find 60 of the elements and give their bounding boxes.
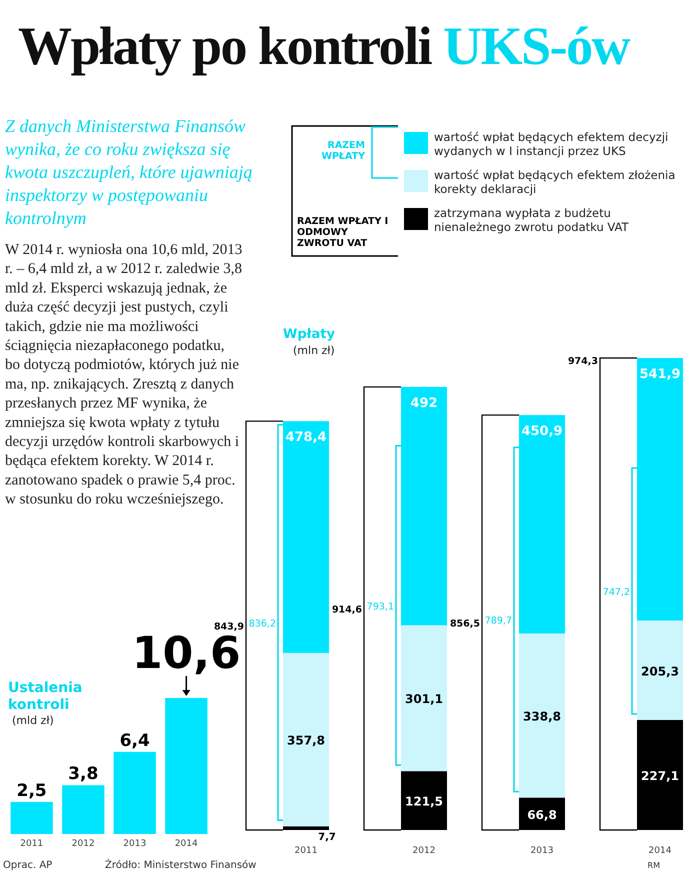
x-tick-label: 2014 [648,846,672,856]
annotation: 836,2 [248,618,276,630]
data-label: 357,8 [287,734,325,748]
text: RM [648,861,660,870]
bar [519,415,565,634]
bar [637,358,683,621]
annotation: 914,6 [332,604,362,616]
bar [62,785,104,834]
data-label: 478,4 [285,430,327,446]
data-label: 450,9 [521,424,563,440]
data-label: 7,7 [318,832,336,843]
text: W 2014 r. wyniosła ona 10,6 mld, 2013 r. – 6,4 mld zł, a w 2012 r. zaledwie 3,8 mld zł. Eksperci wskazują jednak, że duża część decyzji jest pustych, czyli takich, gdzie nie ma możliwości ściągnięcia niezapłaconego podatku, bo dotyczą podmiotów, których już nie ma, np. znikających. Zresztą z danych przesłanych przez MF wynika, że zmniejsza się kwota wpłaty z tytułu decyzji urzędów kontroli skarbowych i będąca efektem korekty. W 2014 r. zanotowano spadek o prawie 5,4 proc. w stosunku do roku wcześniejszego. [5,242,242,508]
data-label: 541,9 [639,367,681,382]
annotation: 793,1 [366,601,394,612]
bar [401,771,447,830]
bar [637,620,683,720]
text: (mld zł) [12,714,54,727]
annotation: 747,2 [602,587,630,598]
legend-label: wartość wpłat będących efektem decyzji wydanych w I instancji przez UKS [434,130,668,158]
bar [519,634,565,798]
data-label: 121,5 [405,794,443,809]
text: RAZEM WPŁATY [321,140,366,162]
x-tick-label: 2012 [412,846,436,856]
x-tick-label: 2011 [294,846,318,856]
chart-title: Wpłaty [283,327,336,342]
data-label: 338,8 [523,710,561,724]
bar [401,386,447,626]
annotation: 789,7 [484,616,512,627]
x-tick-label: 2013 [123,839,146,849]
x-tick-label: 2014 [174,839,198,849]
text: Wpłaty po kontroli UKS-ów [18,16,631,76]
data-label: 66,8 [527,808,557,822]
x-tick-label: 2011 [20,839,44,849]
annotation: 856,5 [450,618,480,630]
text: RAZEM WPŁATY I ODMOWY ZWROTU VAT [297,216,388,249]
bar [165,698,208,834]
bar [114,752,156,834]
legend-label: zatrzymana wypłata z budżetu nienależnego zwrotu podatku VAT [434,206,630,234]
data-label: 205,3 [641,664,679,678]
bar [283,826,329,830]
data-label: 2,5 [16,780,47,801]
bar [283,652,329,826]
bar [637,720,683,830]
annotation: 974,3 [568,356,598,367]
bar [10,802,53,834]
bar [283,421,329,653]
data-label: 227,1 [641,768,679,783]
text: Źródło: Ministerstwo Finansów [105,858,256,871]
x-tick-label: 2012 [72,839,95,849]
data-label: 6,4 [120,730,150,751]
x-tick-label: 2013 [530,846,554,856]
chart-subtitle: (mln zł) [293,344,335,357]
data-label: 492 [410,396,438,411]
data-label: 3,8 [68,764,98,784]
bar [401,625,447,772]
text: Z danych Ministerstwa Finansów wynika, że co roku zwiększa się kwota uszczupleń, które ujawniają inspektorzy w postępowaniu kontrolnym [5,116,252,228]
chart-title: Ustalenia kontroli [8,680,82,713]
text: Oprac. AP [3,860,52,871]
data-label: 301,1 [405,692,443,706]
legend-label: wartość wpłat będących efektem złożenia korekty deklaracji [434,168,676,196]
